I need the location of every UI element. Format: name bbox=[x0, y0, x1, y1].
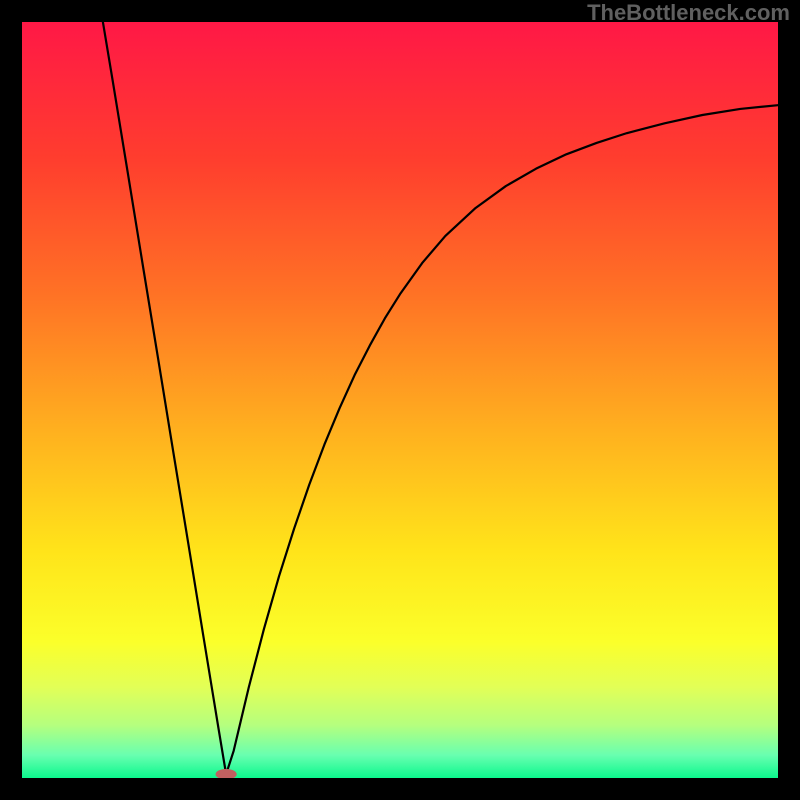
bottleneck-chart bbox=[0, 0, 800, 800]
minimum-marker bbox=[216, 769, 237, 780]
watermark-text: TheBottleneck.com bbox=[587, 0, 790, 26]
chart-container: TheBottleneck.com bbox=[0, 0, 800, 800]
plot-background bbox=[22, 22, 778, 778]
